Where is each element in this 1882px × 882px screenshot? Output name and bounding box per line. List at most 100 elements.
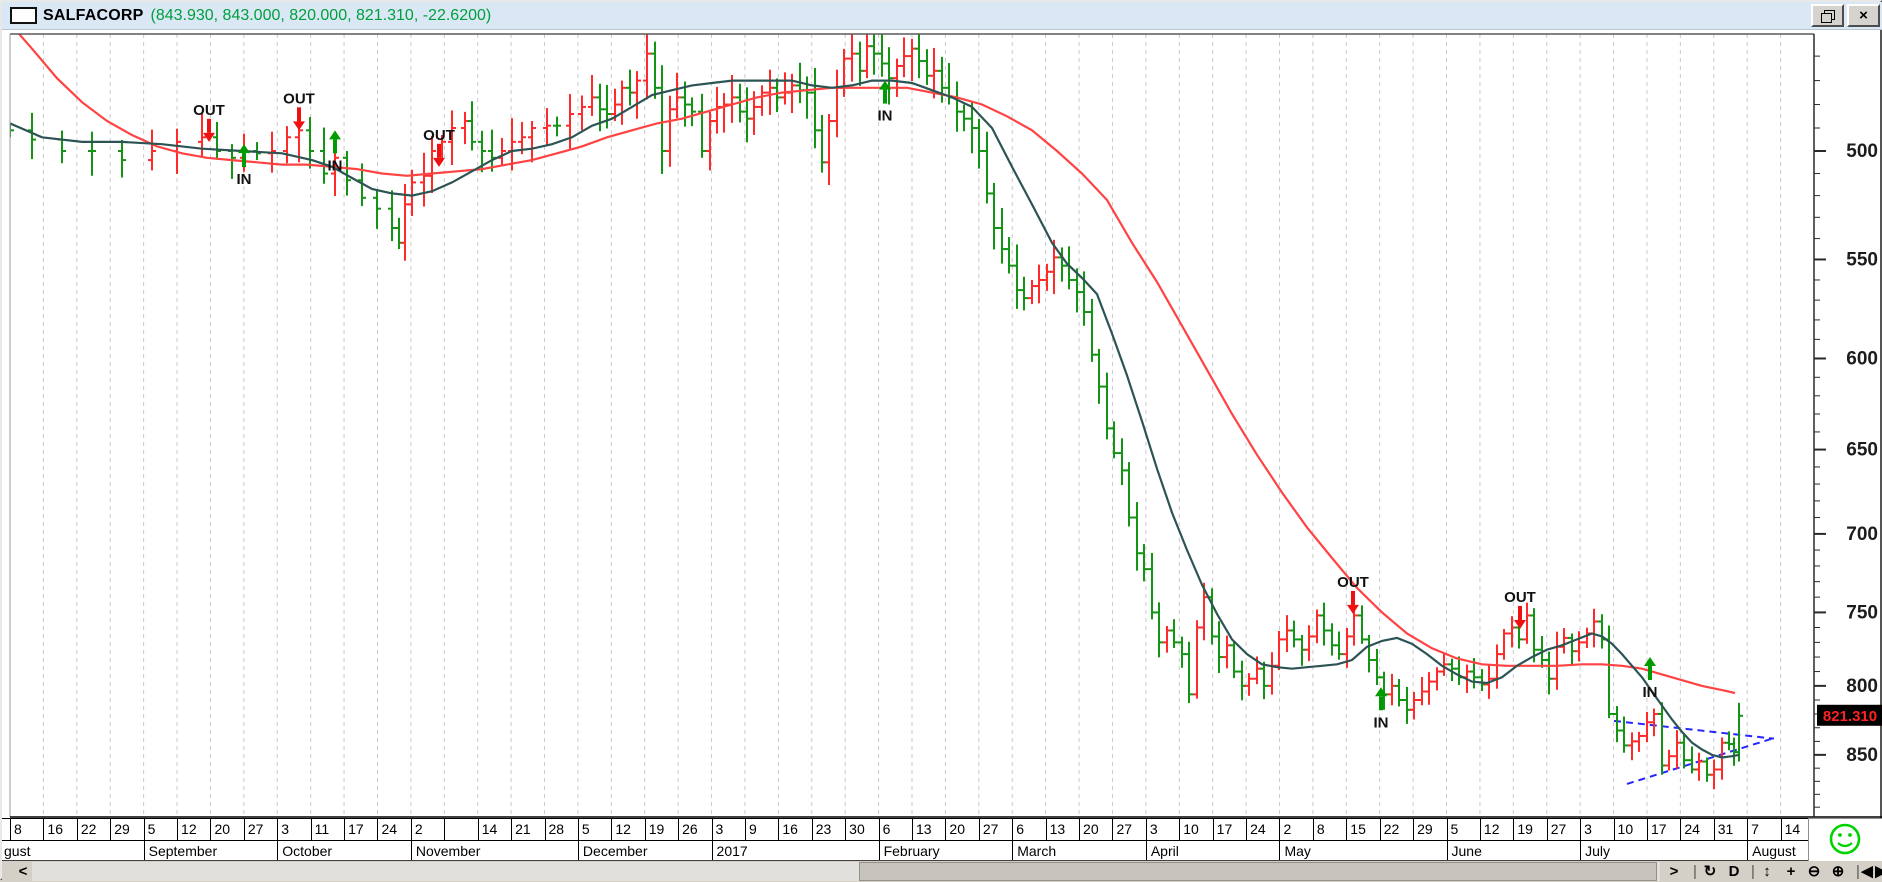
price-tick-label: 850	[1846, 745, 1878, 766]
day-tick-label: 14	[482, 821, 498, 837]
day-tick-label: 5	[1451, 821, 1459, 837]
day-tick-label: 3	[281, 821, 289, 837]
right-scroll-arrow[interactable]: >	[1665, 861, 1683, 882]
day-tick-label: 27	[1551, 821, 1567, 837]
week-tick-divider	[1079, 819, 1080, 840]
left-scroll-arrow[interactable]: <	[14, 861, 32, 882]
horizontal-scrollbar-thumb[interactable]	[859, 862, 1657, 881]
vertical-fit-icon[interactable]: ↕	[1758, 861, 1776, 882]
day-tick-label: 27	[1116, 821, 1132, 837]
day-tick-label: 16	[47, 821, 63, 837]
month-divider	[277, 841, 278, 860]
week-tick-divider	[812, 819, 813, 840]
day-tick-label: 9	[749, 821, 757, 837]
day-tick-label: 19	[649, 821, 665, 837]
month-label: November	[416, 843, 481, 859]
week-tick-divider	[1146, 819, 1147, 840]
week-tick-divider	[110, 819, 111, 840]
day-tick-label: 24	[1250, 821, 1266, 837]
day-tick-label: 22	[1384, 821, 1400, 837]
month-label: August	[1752, 843, 1796, 859]
week-tick-divider	[177, 819, 178, 840]
week-tick-divider	[1580, 819, 1581, 840]
week-tick-divider	[478, 819, 479, 840]
svg-text:IN: IN	[328, 157, 343, 174]
week-tick-divider	[879, 819, 880, 840]
svg-text:OUT: OUT	[1504, 589, 1536, 606]
day-tick-label: 3	[1584, 821, 1592, 837]
price-tick-label: 800	[1846, 676, 1878, 697]
week-tick-divider	[912, 819, 913, 840]
week-tick-divider	[712, 819, 713, 840]
price-tick-label: 750	[1846, 602, 1878, 623]
week-tick-divider	[1413, 819, 1414, 840]
week-tick-divider	[210, 819, 211, 840]
day-tick-label: 11	[315, 821, 330, 837]
daily-periodicity-icon[interactable]: D	[1725, 861, 1743, 882]
day-tick-label: 27	[983, 821, 999, 837]
week-tick-divider	[1213, 819, 1214, 840]
bottom-toolbar: <>|↻D|↕+⊖⊕|◀▶▤	[2, 861, 1882, 882]
week-tick-divider	[411, 819, 412, 840]
month-label: September	[149, 843, 217, 859]
week-tick-divider	[344, 819, 345, 840]
svg-text:OUT: OUT	[423, 127, 455, 144]
week-tick-divider	[1179, 819, 1180, 840]
week-tick-divider	[444, 819, 445, 840]
day-tick-label: 20	[949, 821, 965, 837]
week-tick-divider	[1513, 819, 1514, 840]
trendlines[interactable]	[1614, 721, 1774, 784]
day-tick-label: 29	[1417, 821, 1433, 837]
month-divider	[1146, 841, 1147, 860]
week-tick-divider	[1012, 819, 1013, 840]
day-tick-label: 21	[515, 821, 531, 837]
week-tick-divider	[311, 819, 312, 840]
week-tick-divider	[144, 819, 145, 840]
day-tick-label: 26	[682, 821, 698, 837]
day-tick-label: 5	[582, 821, 590, 837]
month-label: October	[282, 843, 332, 859]
day-tick-label: 12	[615, 821, 631, 837]
week-tick-divider	[1480, 819, 1481, 840]
zoom-in-icon[interactable]: ⊕	[1829, 861, 1847, 882]
week-tick-divider	[10, 819, 11, 840]
price-tick-label: 650	[1846, 440, 1878, 461]
week-tick-divider	[511, 819, 512, 840]
day-tick-label: 15	[1350, 821, 1366, 837]
week-tick-divider	[745, 819, 746, 840]
refresh-icon[interactable]: ↻	[1701, 861, 1719, 882]
zoom-out-icon[interactable]: ⊖	[1805, 861, 1823, 882]
day-tick-label: 17	[1651, 821, 1667, 837]
week-tick-divider	[1680, 819, 1681, 840]
price-tick-label: 500	[1846, 141, 1878, 162]
week-tick-divider	[1112, 819, 1113, 840]
pan-icon[interactable]: +	[1782, 861, 1800, 882]
weekly-gridlines	[43, 34, 1780, 817]
day-tick-label: 5	[148, 821, 156, 837]
day-tick-label: 10	[1618, 821, 1634, 837]
svg-text:IN: IN	[878, 108, 893, 125]
month-label: February	[884, 843, 940, 859]
week-tick-divider	[377, 819, 378, 840]
day-tick-label: 12	[181, 821, 197, 837]
week-tick-divider	[1614, 819, 1615, 840]
day-tick-label: 2	[415, 821, 423, 837]
month-divider	[1447, 841, 1448, 860]
month-divider	[1012, 841, 1013, 860]
week-tick-divider	[611, 819, 612, 840]
week-tick-divider	[645, 819, 646, 840]
svg-text:OUT: OUT	[193, 102, 225, 119]
week-tick-divider	[1781, 819, 1782, 840]
day-tick-label: 29	[114, 821, 130, 837]
week-tick-divider	[545, 819, 546, 840]
month-label: June	[1452, 843, 1482, 859]
day-tick-label: 14	[1785, 821, 1801, 837]
svg-text:IN: IN	[1643, 684, 1658, 701]
week-tick-divider	[1747, 819, 1748, 840]
month-label: July	[1585, 843, 1610, 859]
day-tick-label: 12	[1484, 821, 1500, 837]
